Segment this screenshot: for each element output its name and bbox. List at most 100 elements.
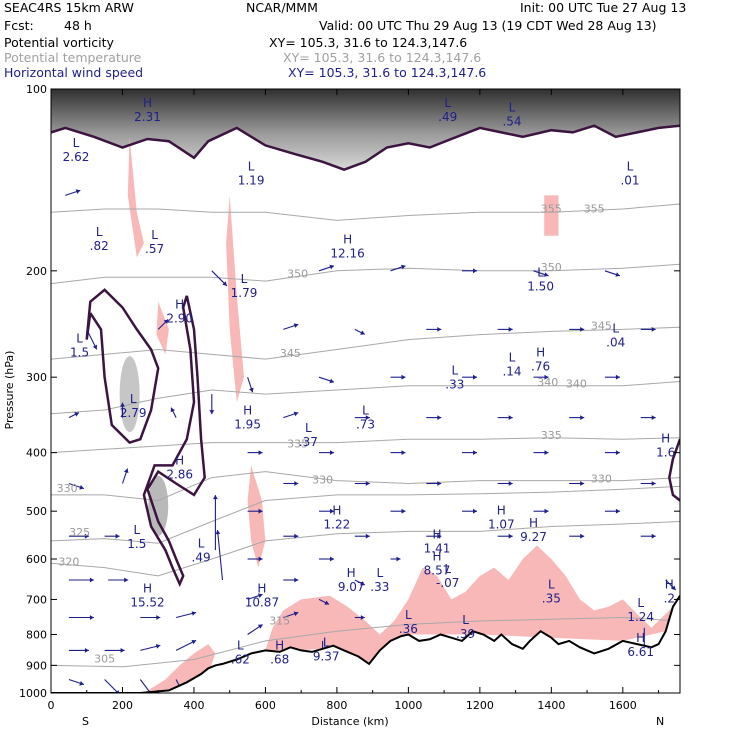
field-theta-xy: XY= 105.3, 31.6 to 124.3,147.6	[283, 50, 482, 65]
theta-isentrope	[51, 471, 680, 502]
wind-vector-head	[437, 533, 442, 539]
wind-vector	[640, 533, 656, 539]
hl-value: 9.07	[338, 580, 365, 594]
model-title: SEAC4RS 15km ARW	[4, 0, 134, 15]
hl-label: H2.31	[134, 96, 161, 124]
hl-value: 1.5	[127, 537, 146, 551]
hl-value: 1.6	[656, 445, 675, 459]
wind-vector	[569, 415, 585, 420]
hl-label: H1.41	[424, 528, 451, 556]
hl-label: L.49	[192, 537, 211, 565]
wind-vector-head	[124, 577, 129, 583]
hl-label: H1.95	[234, 403, 261, 431]
wind-vector	[569, 481, 585, 486]
hl-label: H.68	[270, 639, 289, 667]
theta-label: 340	[566, 378, 587, 391]
hl-letter: H	[175, 454, 184, 468]
wind-vector-head	[615, 374, 620, 380]
wind-vector	[497, 415, 513, 420]
hl-value: .82	[90, 239, 109, 253]
hl-label: H1.6	[656, 431, 675, 459]
wind-vector	[213, 495, 218, 551]
wind-vector-head	[365, 415, 370, 420]
wind-vector	[462, 508, 477, 514]
y-axis-label: Pressure (hPa)	[3, 351, 16, 430]
hl-label: L9.37	[313, 635, 340, 663]
hl-letter: L	[637, 596, 644, 610]
wind-vector-head	[544, 450, 549, 455]
wind-vector-head	[123, 468, 129, 474]
hl-value: 1.5	[70, 346, 89, 360]
x-tick-label: 1600	[609, 699, 637, 712]
wind-vector	[68, 412, 80, 419]
theta-label: 335	[287, 437, 308, 450]
theta-isentrope	[51, 521, 680, 577]
field-pv-xy: XY= 105.3, 31.6 to 124.3,147.6	[269, 35, 468, 50]
hl-value: 1.24	[627, 610, 654, 624]
wind-vector	[497, 533, 513, 539]
wind-vector-head	[473, 508, 477, 514]
hl-label: H9.07	[338, 566, 365, 594]
wind-vector	[283, 481, 299, 486]
wind-vector	[426, 327, 442, 332]
hl-letter: L	[537, 266, 544, 280]
wind-vector	[390, 450, 406, 455]
wind-vector-head	[651, 327, 656, 332]
wind-vector-head	[258, 593, 263, 598]
hl-letter: L	[73, 136, 80, 150]
wind-vector-head	[155, 644, 161, 649]
wind-vector-head	[92, 344, 98, 350]
hl-letter: L	[612, 322, 619, 336]
wind-vector	[462, 268, 477, 274]
theta-isentrope	[51, 381, 680, 415]
wind-vector	[65, 189, 81, 196]
stratosphere-pv-shading	[51, 89, 680, 170]
theta-label: 345	[591, 319, 612, 332]
hl-letter: H	[529, 516, 538, 530]
wind-vector	[390, 508, 406, 514]
hl-letter: L	[96, 225, 103, 239]
hl-value: 9.27	[520, 530, 547, 544]
theta-label: 355	[584, 202, 605, 215]
wind-vector-head	[75, 189, 81, 194]
wind-vector	[533, 374, 549, 380]
wind-vector	[68, 533, 89, 539]
hl-label: L.37	[299, 421, 318, 449]
wind-vector	[318, 376, 335, 384]
hl-value: .33	[370, 580, 389, 594]
wind-vector	[139, 679, 152, 693]
wind-vector	[170, 407, 177, 418]
hl-value: .01	[620, 173, 639, 187]
wind-vector	[319, 556, 334, 562]
x-tick-label: 200	[112, 699, 133, 712]
hl-label: L2.62	[63, 136, 90, 164]
hl-value: .73	[356, 417, 375, 431]
wind-vector	[120, 402, 125, 418]
hl-letter: L	[241, 272, 248, 286]
hl-letter: L	[627, 159, 634, 173]
hl-label: L-.07	[436, 562, 459, 590]
hl-label: H1.22	[324, 504, 351, 532]
hl-letter: L	[444, 562, 451, 576]
wind-vector	[354, 615, 365, 620]
wind-vector-head	[615, 272, 620, 277]
wind-vector-head	[293, 323, 299, 328]
x-tick-label: 1200	[466, 699, 494, 712]
hl-label: L1.79	[231, 272, 258, 300]
wind-vector	[140, 615, 161, 620]
axes: 0 200 400 600 800 1000 1200 1400 1600 100 200 300 40…	[19, 83, 680, 712]
pv-fill-region	[247, 465, 266, 568]
hl-value: 2.90	[166, 311, 193, 325]
wind-vector-head	[89, 577, 94, 583]
wind-vector-head	[580, 481, 585, 486]
pv-contour	[85, 288, 160, 445]
wind-vector-head	[508, 415, 513, 420]
hl-label: H12.16	[330, 232, 364, 260]
hl-letter: H	[347, 566, 356, 580]
wind-vector	[426, 415, 442, 420]
field-pv-name: Potential vorticity	[4, 35, 114, 50]
hl-value: 6.61	[627, 645, 654, 659]
hl-label: L1.5	[70, 332, 89, 360]
hl-letter: L	[305, 421, 312, 435]
x-tick-label: 400	[183, 699, 204, 712]
